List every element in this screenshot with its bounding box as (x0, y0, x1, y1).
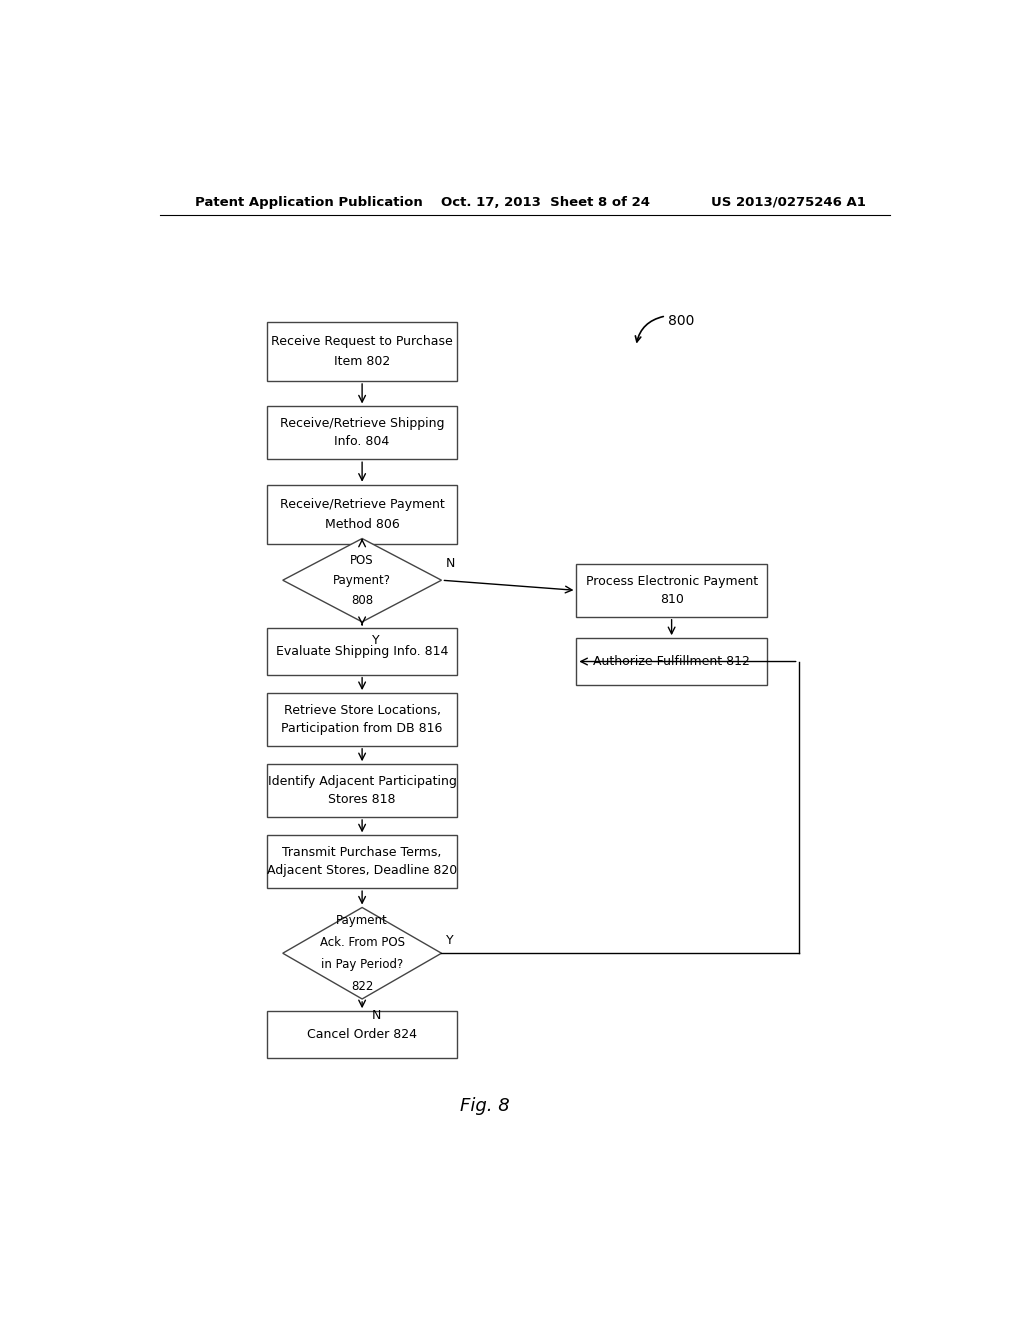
Text: 800: 800 (668, 314, 694, 329)
Text: Adjacent Stores, Deadline 820: Adjacent Stores, Deadline 820 (267, 865, 458, 878)
Text: Identify Adjacent Participating: Identify Adjacent Participating (267, 775, 457, 788)
Bar (267, 322, 458, 381)
Text: US 2013/0275246 A1: US 2013/0275246 A1 (712, 195, 866, 209)
Text: POS: POS (350, 553, 374, 566)
Polygon shape (283, 539, 441, 622)
Text: Receive/Retrieve Shipping: Receive/Retrieve Shipping (280, 417, 444, 430)
Text: Authorize Fulfillment 812: Authorize Fulfillment 812 (593, 655, 750, 668)
Bar (577, 564, 767, 616)
Text: Oct. 17, 2013  Sheet 8 of 24: Oct. 17, 2013 Sheet 8 of 24 (441, 195, 650, 209)
Bar (267, 407, 458, 459)
Text: Y: Y (372, 634, 379, 647)
Text: Y: Y (446, 935, 454, 948)
Text: Evaluate Shipping Info. 814: Evaluate Shipping Info. 814 (275, 645, 449, 657)
Bar (267, 836, 458, 888)
Text: Receive Request to Purchase: Receive Request to Purchase (271, 335, 453, 348)
Text: Ack. From POS: Ack. From POS (319, 936, 404, 949)
Bar (267, 693, 458, 746)
Bar (267, 764, 458, 817)
Text: Cancel Order 824: Cancel Order 824 (307, 1028, 417, 1041)
Text: Method 806: Method 806 (325, 517, 399, 531)
Text: Participation from DB 816: Participation from DB 816 (282, 722, 442, 735)
Text: Transmit Purchase Terms,: Transmit Purchase Terms, (283, 846, 441, 859)
Text: Stores 818: Stores 818 (329, 793, 396, 807)
Text: N: N (372, 1008, 381, 1022)
Text: Info. 804: Info. 804 (335, 436, 390, 449)
Text: Fig. 8: Fig. 8 (460, 1097, 510, 1114)
Text: Process Electronic Payment: Process Electronic Payment (586, 576, 758, 587)
Text: 808: 808 (351, 594, 373, 607)
Text: 822: 822 (351, 979, 374, 993)
Bar (267, 1011, 458, 1057)
Text: Item 802: Item 802 (334, 355, 390, 368)
Text: N: N (446, 557, 456, 570)
Text: Retrieve Store Locations,: Retrieve Store Locations, (284, 704, 440, 717)
Text: Payment: Payment (336, 913, 388, 927)
Text: Patent Application Publication: Patent Application Publication (196, 195, 423, 209)
Polygon shape (283, 907, 441, 999)
Text: in Pay Period?: in Pay Period? (321, 958, 403, 970)
Text: Payment?: Payment? (333, 574, 391, 586)
Bar (267, 628, 458, 675)
Bar (267, 484, 458, 544)
Bar (577, 638, 767, 685)
Text: 810: 810 (659, 593, 684, 606)
Text: Receive/Retrieve Payment: Receive/Retrieve Payment (280, 498, 444, 511)
